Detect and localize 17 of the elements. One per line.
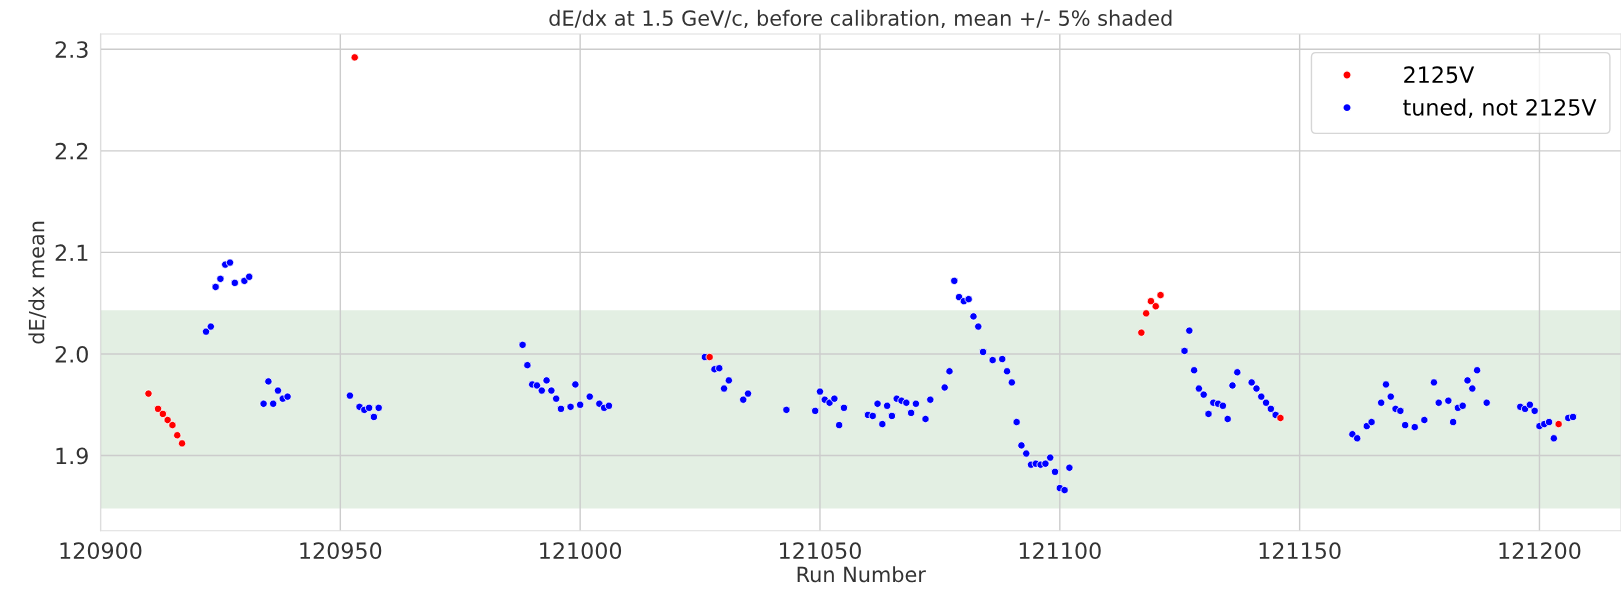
chart-title: dE/dx at 1.5 GeV/c, before calibration, mean +/- 5% shaded: [549, 9, 1172, 29]
y-axis-title: dE/dx mean: [28, 221, 47, 344]
x-tick-label: 121200: [1499, 542, 1581, 560]
legend-label: 2125V: [1404, 66, 1475, 84]
legend-label: tuned, not 2125V: [1403, 98, 1597, 119]
x-tick-label: 120950: [300, 542, 382, 560]
x-tick-label: 121100: [1019, 542, 1101, 560]
x-tick-label: 121050: [780, 542, 861, 560]
x-tick-label: 121150: [1259, 542, 1341, 560]
x-axis-title: Run Number: [797, 566, 926, 583]
y-tick-label: 2.2: [55, 142, 88, 160]
y-tick-label: 2.0: [55, 345, 88, 363]
y-tick-label: 2.3: [55, 41, 88, 59]
y-tick-label: 2.1: [55, 244, 88, 261]
y-tick-label: 1.9: [56, 447, 88, 465]
x-tick-label: 120900: [60, 542, 142, 560]
x-tick-label: 121000: [540, 542, 622, 560]
